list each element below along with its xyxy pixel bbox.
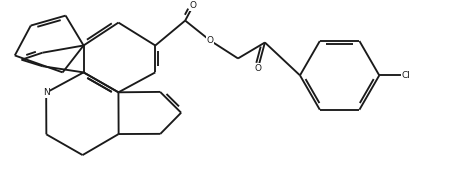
Text: Cl: Cl: [402, 71, 410, 80]
Text: O: O: [190, 1, 197, 10]
Text: O: O: [207, 36, 214, 45]
Text: N: N: [43, 88, 49, 97]
Text: O: O: [255, 64, 261, 73]
